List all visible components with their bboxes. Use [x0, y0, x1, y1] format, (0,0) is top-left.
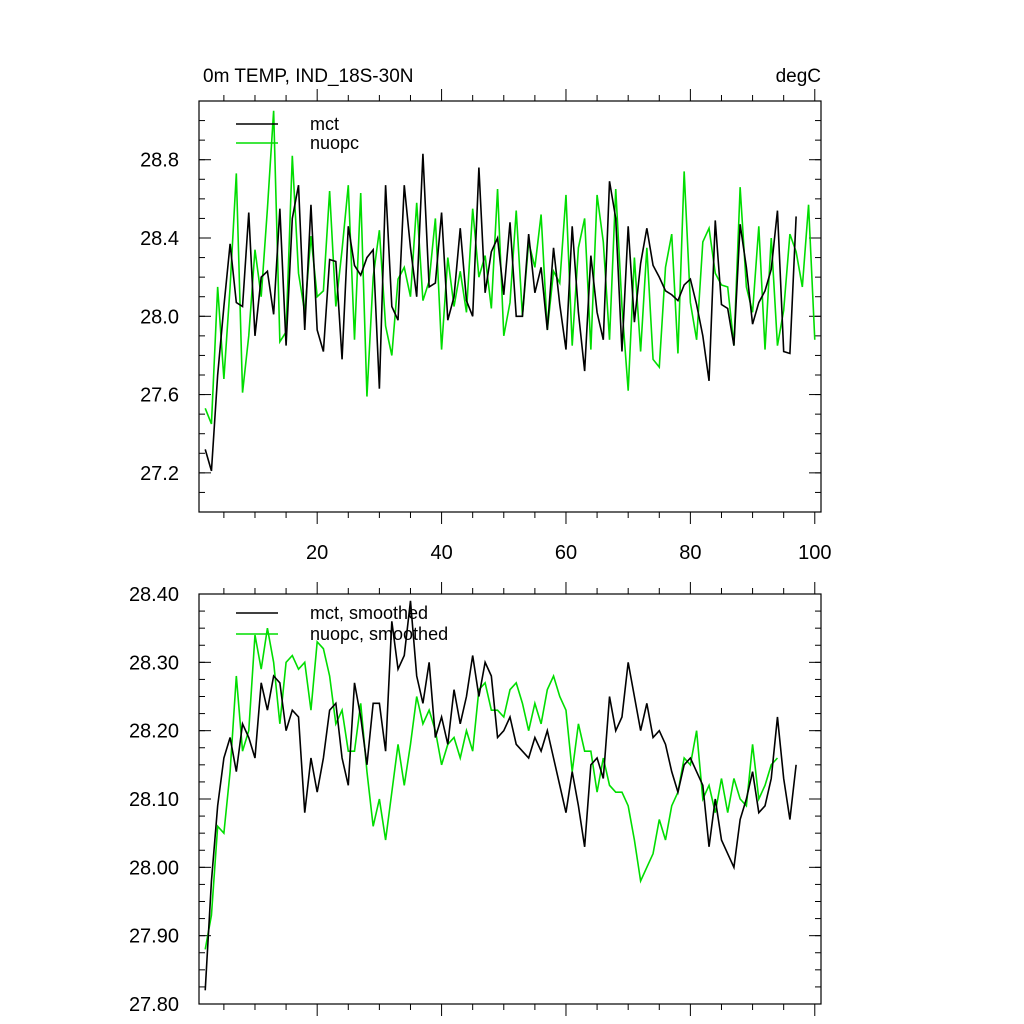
x-tick-label: 80 — [679, 542, 701, 564]
y-tick-label: 28.40 — [129, 584, 179, 606]
y-tick-label: 28.10 — [129, 789, 179, 811]
y-tick-label: 27.90 — [129, 926, 179, 948]
series-line-mct — [204, 153, 797, 472]
y-tick-label: 27.80 — [129, 994, 179, 1016]
series-line-nuopc — [204, 110, 816, 425]
chart-title: 0m TEMP, IND_18S-30N — [203, 66, 414, 87]
x-tick-label: 100 — [798, 542, 831, 564]
y-tick-label: 28.30 — [129, 652, 179, 674]
units-label: degC — [776, 66, 821, 87]
y-tick-label: 28.0 — [140, 306, 179, 328]
y-tick-label: 28.00 — [129, 857, 179, 879]
legend-label: nuopc, smoothed — [310, 624, 448, 644]
panel-top-temperature: 0m TEMP, IND_18S-30N degC 20 40 60 80 100 27.… — [140, 66, 831, 564]
x-tick-label: 60 — [555, 542, 577, 564]
series-line-nuopc-smoothed — [204, 628, 779, 950]
legend-label: mct, smoothed — [310, 603, 428, 623]
y-tick-label: 27.2 — [140, 463, 179, 485]
legend-label: nuopc — [310, 133, 359, 153]
x-tick-label: 20 — [306, 542, 328, 564]
plot-frame — [198, 100, 822, 513]
series-line-mct-smoothed — [204, 600, 797, 991]
x-tick-label: 40 — [430, 542, 452, 564]
y-tick-label: 28.8 — [140, 150, 179, 172]
panel-bottom-smoothed: 27.80 27.90 28.00 28.10 28.20 28.30 28.40 mct, … — [129, 582, 822, 1016]
y-tick-label: 28.20 — [129, 721, 179, 743]
y-tick-label: 27.6 — [140, 385, 179, 407]
legend-label: mct — [310, 114, 339, 134]
y-tick-label: 28.4 — [140, 228, 179, 250]
